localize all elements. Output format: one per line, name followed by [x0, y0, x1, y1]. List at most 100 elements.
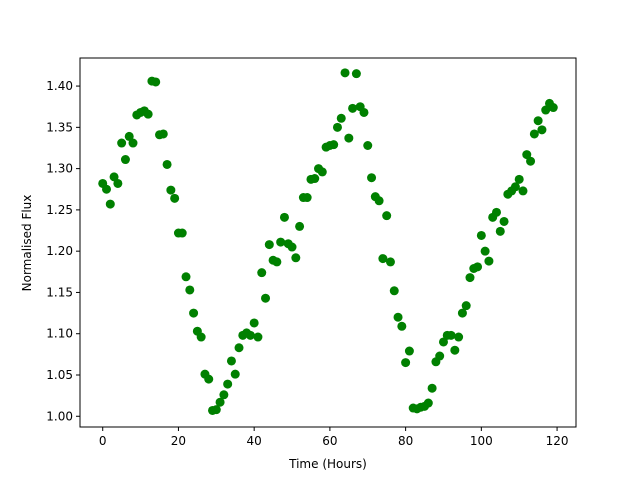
point — [162, 159, 172, 169]
point — [177, 228, 187, 238]
point — [102, 184, 112, 194]
point — [264, 240, 274, 250]
x-tick-label: 100 — [470, 434, 493, 448]
point — [476, 230, 486, 240]
point — [499, 216, 509, 226]
point — [359, 107, 369, 117]
point — [272, 257, 282, 267]
point — [185, 285, 195, 295]
point — [223, 379, 233, 389]
point — [378, 254, 388, 264]
point — [219, 390, 229, 400]
point — [457, 308, 467, 318]
point — [189, 308, 199, 318]
point — [279, 212, 289, 222]
point — [196, 332, 206, 342]
point — [446, 330, 456, 340]
point — [332, 122, 342, 132]
point — [310, 174, 320, 184]
y-tick-label: 1.15 — [46, 285, 73, 299]
point — [533, 116, 543, 126]
point — [340, 68, 350, 78]
point — [367, 173, 377, 183]
point — [291, 253, 301, 263]
point — [537, 125, 547, 135]
y-tick-label: 1.25 — [46, 203, 73, 217]
point — [514, 174, 524, 184]
point — [336, 113, 346, 123]
point — [287, 242, 297, 252]
point — [230, 369, 240, 379]
point — [450, 345, 460, 355]
point — [510, 182, 520, 192]
point — [158, 129, 168, 139]
point — [363, 141, 373, 151]
plot-frame — [79, 57, 577, 428]
point — [329, 140, 339, 150]
point — [529, 129, 539, 139]
point — [105, 199, 115, 209]
y-axis-label: Normalised Flux — [20, 195, 34, 292]
point — [261, 293, 271, 303]
point — [454, 332, 464, 342]
point — [117, 138, 127, 148]
x-tick-label: 0 — [99, 434, 107, 448]
point — [204, 374, 214, 384]
point — [109, 172, 119, 182]
point — [143, 109, 153, 119]
point — [351, 69, 361, 79]
point — [548, 103, 558, 113]
point — [374, 196, 384, 206]
point — [461, 301, 471, 311]
point — [393, 312, 403, 322]
point — [226, 356, 236, 366]
point — [427, 383, 437, 393]
point — [389, 286, 399, 296]
point — [484, 256, 494, 266]
point — [344, 133, 354, 143]
point — [245, 330, 255, 340]
x-tick-label: 60 — [322, 434, 337, 448]
point — [495, 226, 505, 236]
point — [541, 105, 551, 115]
x-tick-label: 80 — [398, 434, 413, 448]
point — [113, 178, 123, 188]
point — [151, 77, 161, 87]
point — [404, 346, 414, 356]
point — [423, 398, 433, 408]
point — [211, 405, 221, 415]
point — [170, 193, 180, 203]
y-tick-label: 1.10 — [46, 327, 73, 341]
point — [302, 193, 312, 203]
point — [128, 138, 138, 148]
x-tick-label: 20 — [171, 434, 186, 448]
point — [348, 103, 358, 113]
point — [518, 186, 528, 196]
point — [166, 185, 176, 195]
point — [385, 257, 395, 267]
point — [473, 262, 483, 272]
point — [257, 268, 267, 278]
y-tick-label: 1.05 — [46, 368, 73, 382]
point — [526, 156, 536, 166]
point — [465, 273, 475, 283]
point — [124, 131, 134, 141]
x-tick-label: 120 — [546, 434, 569, 448]
point — [120, 155, 130, 165]
point — [397, 321, 407, 331]
point — [234, 343, 244, 353]
y-tick-label: 1.35 — [46, 120, 73, 134]
point — [435, 351, 445, 361]
y-tick-label: 1.40 — [46, 79, 73, 93]
point — [480, 246, 490, 256]
point — [181, 272, 191, 282]
point — [276, 237, 286, 247]
x-axis-label: Time (Hours) — [288, 457, 367, 471]
point — [295, 221, 305, 231]
point — [382, 211, 392, 221]
point — [401, 358, 411, 368]
point — [317, 167, 327, 177]
x-tick-label: 40 — [247, 434, 262, 448]
y-tick-label: 1.30 — [46, 162, 73, 176]
